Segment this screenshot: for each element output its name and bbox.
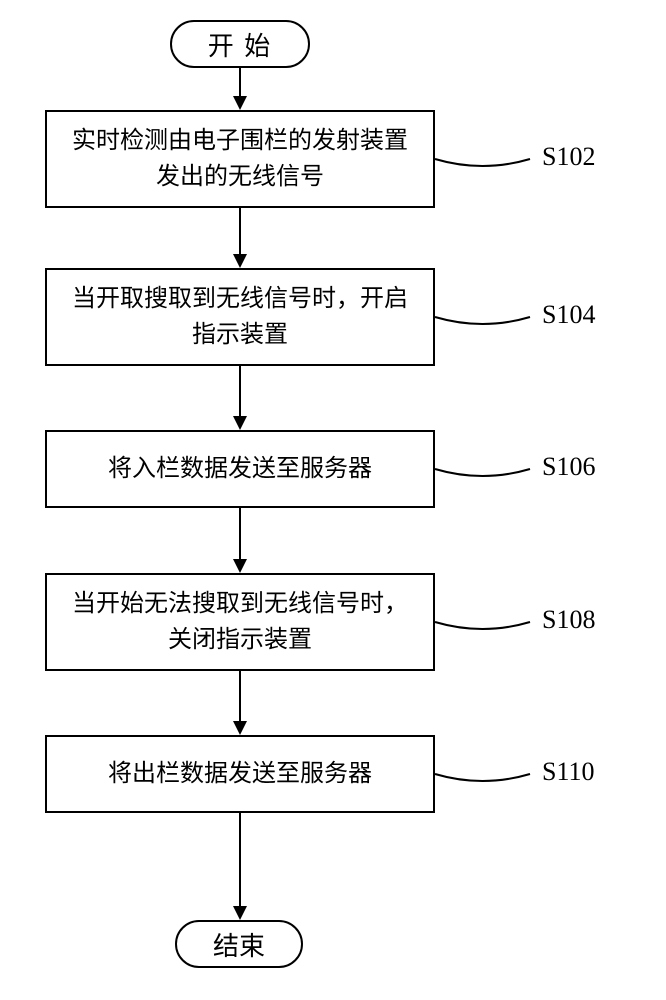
process-step: 当开始无法搜取到无线信号时， 关闭指示装置 [45, 573, 435, 671]
step-label: S108 [542, 605, 595, 635]
process-step-text: 将入栏数据发送至服务器 [108, 451, 372, 487]
process-step-text: 将出栏数据发送至服务器 [108, 756, 372, 792]
flow-end: 结束 [175, 920, 303, 968]
process-step: 当开取搜取到无线信号时，开启 指示装置 [45, 268, 435, 366]
flow-start-text: 开 始 [208, 26, 273, 63]
process-step: 将出栏数据发送至服务器 [45, 735, 435, 813]
step-label: S110 [542, 757, 595, 787]
step-label: S102 [542, 142, 595, 172]
process-step-text: 实时检测由电子围栏的发射装置 发出的无线信号 [72, 123, 408, 195]
step-label: S106 [542, 452, 595, 482]
process-step: 实时检测由电子围栏的发射装置 发出的无线信号 [45, 110, 435, 208]
step-label: S104 [542, 300, 595, 330]
process-step: 将入栏数据发送至服务器 [45, 430, 435, 508]
flow-start: 开 始 [170, 20, 310, 68]
process-step-text: 当开始无法搜取到无线信号时， 关闭指示装置 [72, 586, 408, 658]
process-step-text: 当开取搜取到无线信号时，开启 指示装置 [72, 281, 408, 353]
flow-end-text: 结束 [213, 926, 265, 963]
